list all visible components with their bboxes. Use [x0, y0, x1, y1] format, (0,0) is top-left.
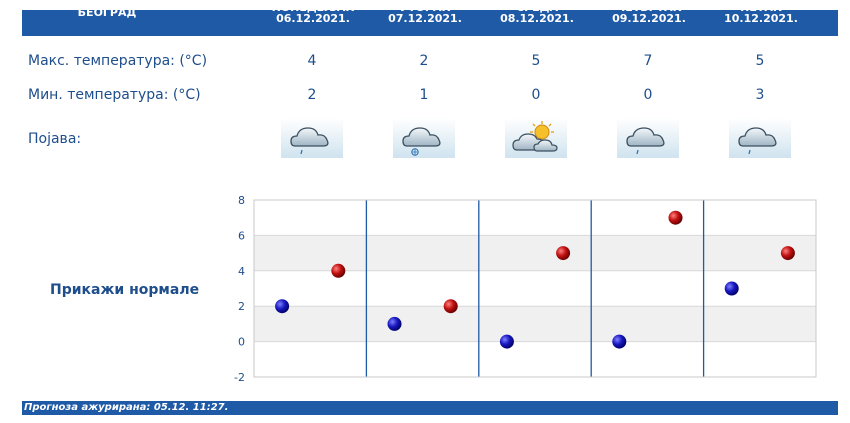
min-temp-point — [499, 334, 514, 349]
cloud-rain-icon — [617, 118, 679, 158]
day-header-2: УТОРАК 07.12.2021. — [382, 0, 468, 26]
chart-band — [254, 270, 816, 307]
cloud-rain-icon — [281, 118, 343, 158]
day-header-1: ПОНЕДЕЉАК 06.12.2021. — [270, 0, 356, 26]
max-temp-value: 5 — [531, 53, 541, 69]
y-tick-label: 4 — [238, 265, 245, 278]
day-date: 06.12.2021. — [276, 12, 350, 25]
update-text: Прогноза ажурирана: 05.12. 11:27. — [24, 402, 229, 413]
max-temp-point — [331, 263, 346, 278]
y-tick-label: 2 — [238, 300, 245, 313]
show-normals-link[interactable]: Прикажи нормале — [50, 282, 200, 298]
day-name: ПОНЕДЕЉАК — [271, 1, 355, 14]
chart-band — [254, 235, 816, 271]
max-temp-value: 2 — [419, 53, 429, 69]
cloud-snow-icon — [393, 118, 455, 158]
data-points — [275, 210, 795, 349]
day-name: УТОРАК — [399, 1, 451, 14]
max-temp-point — [443, 299, 458, 314]
y-tick-label: 8 — [238, 194, 245, 207]
chart-band — [254, 200, 816, 236]
plot-frame — [253, 199, 817, 378]
chart-band — [254, 306, 816, 342]
chart-band — [254, 341, 816, 377]
day-date: 08.12.2021. — [500, 12, 574, 25]
min-temp-point — [724, 281, 739, 296]
day-name: ПЕТАК — [740, 1, 782, 14]
day-date: 10.12.2021. — [724, 12, 798, 25]
min-temp-label: Мин. температура: (°C) — [28, 87, 201, 103]
max-temp-point — [668, 210, 683, 225]
min-temp-value: 0 — [531, 87, 541, 103]
min-temp-value: 1 — [419, 87, 429, 103]
day-header-4: ЧЕТВРТАК 09.12.2021. — [606, 0, 692, 26]
y-tick-label: 6 — [238, 229, 245, 242]
forecast-header — [22, 10, 838, 36]
min-temp-value: 0 — [643, 87, 653, 103]
day-date: 07.12.2021. — [388, 12, 462, 25]
min-temp-value: 2 — [307, 87, 317, 103]
min-temp-point — [275, 299, 290, 314]
max-temp-value: 4 — [307, 53, 317, 69]
y-axis: 8 6 4 2 0 -2 — [234, 194, 245, 384]
chart-bands — [254, 200, 816, 378]
temperature-chart: 8 6 4 2 0 -2 — [234, 194, 817, 384]
day-date: 09.12.2021. — [612, 12, 686, 25]
phenomenon-label: Појава: — [28, 131, 82, 147]
day-name: ЧЕТВРТАК — [616, 1, 682, 14]
cloud-rain-icon — [729, 118, 791, 158]
min-temp-value: 3 — [755, 87, 765, 103]
max-temp-point — [556, 246, 571, 261]
sun-cloud-icon — [505, 118, 567, 158]
max-temp-point — [780, 246, 795, 261]
max-temp-value: 5 — [755, 53, 765, 69]
day-separators — [365, 200, 705, 377]
min-temp-point — [612, 334, 627, 349]
update-footer: Прогноза ажурирана: 05.12. 11:27. — [22, 401, 838, 415]
y-tick-label: 0 — [238, 336, 245, 349]
y-tick-label: -2 — [234, 371, 245, 384]
max-temp-label: Макс. температура: (°C) — [28, 53, 208, 69]
city-title: БЕОГРАД — [77, 6, 137, 19]
max-temp-value: 7 — [643, 53, 653, 69]
day-header-3: СРЕДА 08.12.2021. — [494, 0, 580, 26]
min-temp-point — [387, 316, 402, 331]
day-name: СРЕДА — [516, 1, 558, 14]
day-header-5: ПЕТАК 10.12.2021. — [718, 0, 804, 26]
